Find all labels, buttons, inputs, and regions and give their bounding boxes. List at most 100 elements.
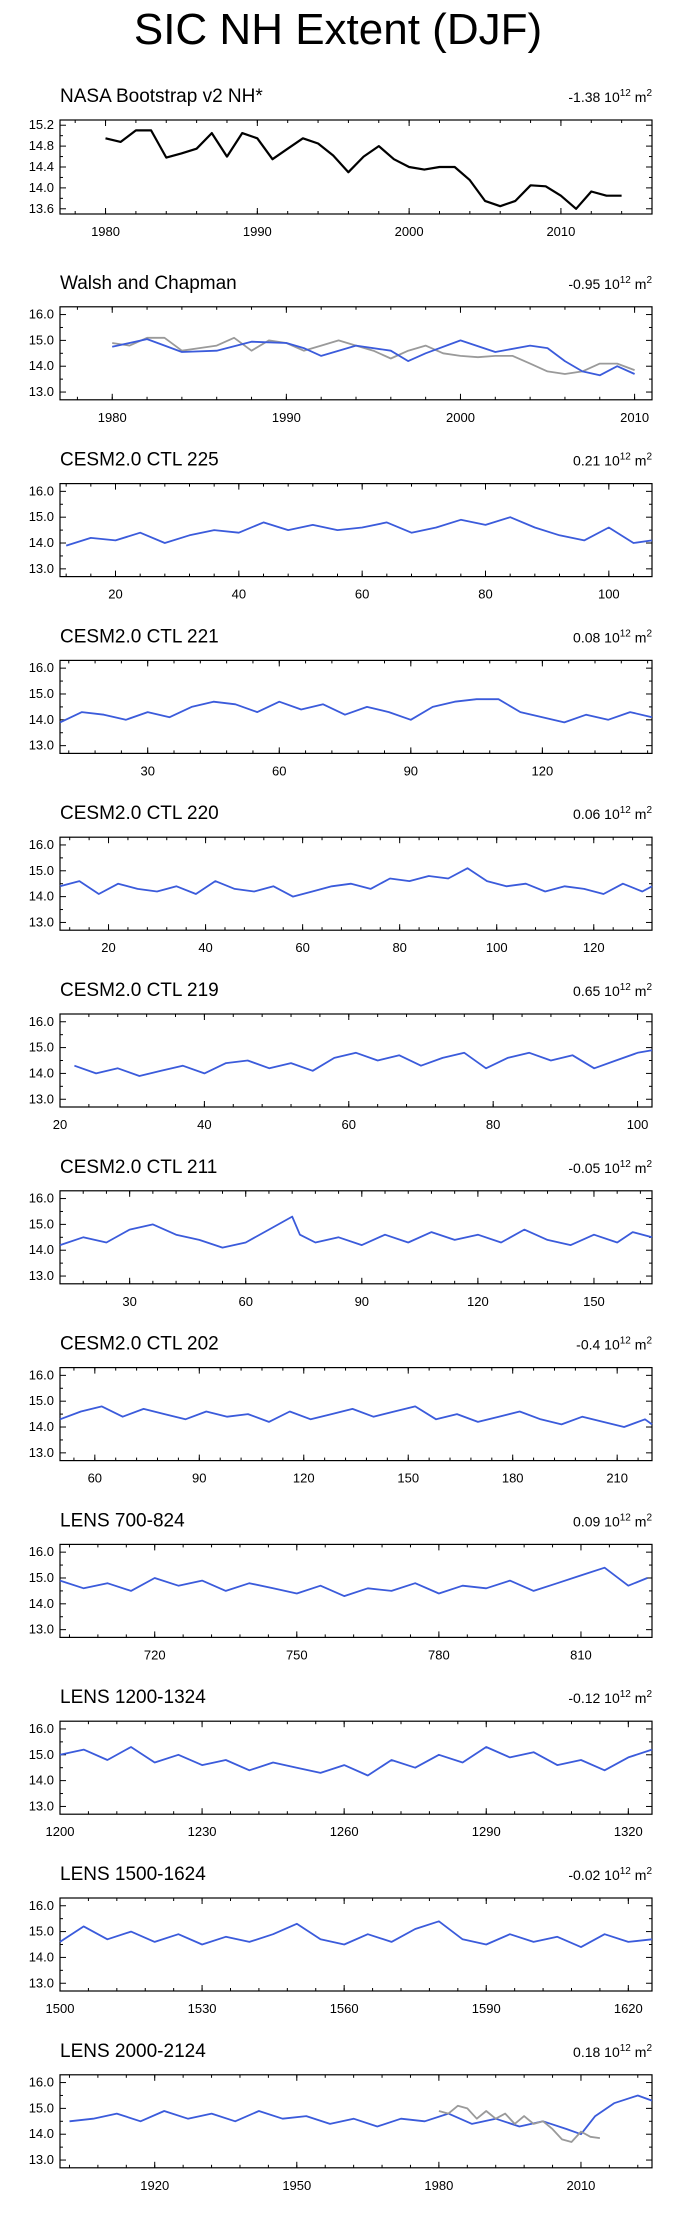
y-tick-label: 15.0	[29, 1393, 54, 1408]
trend-unit: m	[631, 1513, 647, 1529]
trend-unit-exponent: 2	[646, 1866, 652, 1877]
y-tick-label: 14.0	[29, 1242, 54, 1257]
y-tick-label: 14.0	[29, 1949, 54, 1964]
chart-panel-5: CESM2.0 CTL 220 0.06 1012 m2 13.0 14.0 15.0 1…	[29, 803, 653, 955]
x-tick-label: 1590	[472, 2001, 501, 2016]
x-tick-label: 80	[486, 1117, 500, 1132]
x-tick-label: 100	[627, 1117, 649, 1132]
chart-panel-1: NASA Bootstrap v2 NH* -1.38 1012 m2 13.6 14…	[29, 86, 653, 239]
plot-frame	[59, 119, 653, 215]
trend-label: -0.02 1012 m2	[568, 1866, 652, 1883]
trend-label: 0.06 1012 m2	[573, 805, 652, 822]
trend-value: -0.12 10	[568, 1690, 620, 1706]
x-tick-label: 30	[122, 1294, 136, 1309]
x-tick-label: 60	[355, 587, 369, 602]
trend-exponent: 12	[620, 452, 632, 463]
trend-value: -0.05 10	[568, 1160, 620, 1176]
panel-title: LENS 1500-1624	[60, 1864, 206, 1885]
trend-unit-exponent: 2	[646, 275, 652, 286]
trend-exponent: 12	[620, 1866, 632, 1877]
series-line-2	[438, 2104, 601, 2143]
trend-value: 0.08 10	[573, 629, 620, 645]
trend-label: 0.08 1012 m2	[573, 628, 652, 645]
x-tick-label: 1260	[330, 1824, 359, 1839]
x-tick-label: 2000	[395, 224, 424, 239]
chart-panel-9: LENS 700-824 0.09 1012 m2 13.0 14.0 15.0 16.0…	[29, 1510, 653, 1662]
trend-exponent: 12	[620, 275, 632, 286]
trend-value: 0.09 10	[573, 1513, 620, 1529]
x-tick-label: 60	[295, 940, 309, 955]
trend-exponent: 12	[620, 1689, 632, 1700]
trend-exponent: 12	[620, 628, 632, 639]
y-tick-label: 13.0	[29, 738, 54, 753]
panel-title: CESM2.0 CTL 211	[60, 1157, 217, 1178]
trend-exponent: 12	[620, 1159, 632, 1170]
panel-title: CESM2.0 CTL 219	[60, 980, 219, 1001]
y-tick-label: 13.0	[29, 1268, 54, 1283]
x-tick-label: 1920	[140, 2178, 169, 2193]
trend-exponent: 12	[620, 88, 632, 99]
trend-label: 0.09 1012 m2	[573, 1512, 652, 1529]
x-tick-label: 100	[486, 940, 508, 955]
chart-panel-2: Walsh and Chapman -0.95 1012 m2 13.0 14.0 15…	[29, 273, 653, 425]
x-tick-label: 80	[392, 940, 406, 955]
trend-exponent: 12	[620, 982, 632, 993]
trend-exponent: 12	[620, 1336, 632, 1347]
y-tick-label: 14.4	[29, 159, 54, 174]
y-tick-label: 14.0	[29, 535, 54, 550]
y-tick-label: 15.0	[29, 1216, 54, 1231]
x-tick-label: 60	[272, 763, 286, 778]
trend-unit-exponent: 2	[646, 628, 652, 639]
y-tick-label: 14.0	[29, 2126, 54, 2141]
trend-unit: m	[631, 1867, 647, 1883]
y-tick-label: 16.0	[29, 1191, 54, 1206]
panel-title: LENS 1200-1324	[60, 1687, 206, 1708]
trend-unit: m	[631, 2044, 647, 2060]
x-tick-label: 1950	[282, 2178, 311, 2193]
trend-unit-exponent: 2	[646, 1512, 652, 1523]
y-tick-label: 13.6	[29, 201, 54, 216]
x-tick-label: 180	[502, 1471, 524, 1486]
y-tick-label: 16.0	[29, 1367, 54, 1382]
plot-frame	[59, 1366, 653, 1462]
y-tick-label: 16.0	[29, 660, 54, 675]
chart-panel-7: CESM2.0 CTL 211 -0.05 1012 m2 13.0 14.0 15.0…	[29, 1157, 653, 1309]
y-tick-label: 16.0	[29, 1014, 54, 1029]
trend-unit: m	[631, 629, 647, 645]
y-tick-label: 16.0	[29, 1721, 54, 1736]
x-tick-label: 1230	[188, 1824, 217, 1839]
panel-title: LENS 2000-2124	[60, 2041, 206, 2062]
chart-panel-10: LENS 1200-1324 -0.12 1012 m2 13.0 14.0 15.0 1…	[29, 1687, 653, 1839]
trend-value: -0.4 10	[576, 1337, 620, 1353]
panel-title: CESM2.0 CTL 220	[60, 803, 219, 824]
y-tick-label: 13.0	[29, 1445, 54, 1460]
x-tick-label: 1980	[91, 224, 120, 239]
trend-unit: m	[631, 276, 647, 292]
plot-frame	[59, 306, 653, 401]
y-tick-label: 13.0	[29, 1622, 54, 1637]
x-tick-label: 60	[342, 1117, 356, 1132]
trend-value: 0.18 10	[573, 2044, 620, 2060]
trend-unit: m	[631, 1337, 647, 1353]
trend-label: -0.95 1012 m2	[568, 275, 652, 292]
trend-unit: m	[631, 806, 647, 822]
chart-panel-11: LENS 1500-1624 -0.02 1012 m2 13.0 14.0 15.0 1…	[29, 1864, 653, 2016]
trend-label: 0.18 1012 m2	[573, 2043, 652, 2060]
series-line-1	[74, 1049, 653, 1077]
trend-label: -0.05 1012 m2	[568, 1159, 652, 1176]
y-tick-label: 16.0	[29, 483, 54, 498]
x-tick-label: 2010	[620, 410, 649, 425]
trend-unit: m	[631, 983, 647, 999]
chart-panel-3: CESM2.0 CTL 225 0.21 1012 m2 13.0 14.0 15.0 1…	[29, 450, 653, 602]
plot-frame	[59, 1543, 653, 1639]
panel-title: Walsh and Chapman	[60, 273, 237, 294]
x-tick-label: 150	[397, 1471, 419, 1486]
trend-unit-exponent: 2	[646, 88, 652, 99]
y-tick-label: 13.0	[29, 1798, 54, 1813]
y-tick-label: 14.0	[29, 1596, 54, 1611]
trend-exponent: 12	[620, 805, 632, 816]
panel-title: NASA Bootstrap v2 NH*	[60, 86, 263, 107]
x-tick-label: 1320	[614, 1824, 643, 1839]
trend-unit-exponent: 2	[646, 452, 652, 463]
